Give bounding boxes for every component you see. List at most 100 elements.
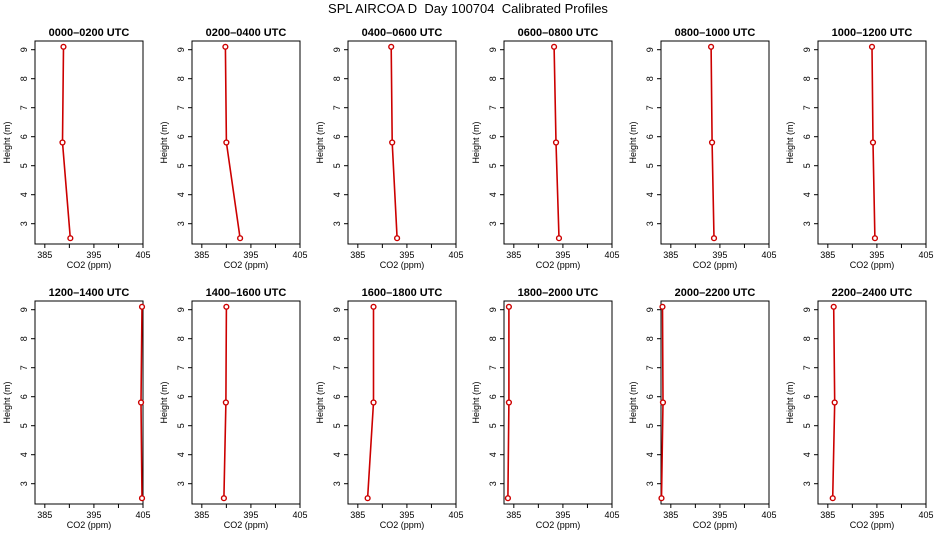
y-tick-label: 3: [488, 221, 498, 226]
y-tick-label: 6: [645, 394, 655, 399]
y-tick-label: 5: [176, 163, 186, 168]
x-tick-label: 395: [243, 250, 258, 260]
y-tick-label: 4: [488, 452, 498, 457]
x-tick-label: 385: [506, 250, 521, 260]
x-tick-label: 395: [555, 510, 570, 520]
y-tick-label: 8: [19, 76, 29, 81]
x-tick-label: 405: [604, 510, 619, 520]
y-axis-label: Height (m): [471, 381, 481, 423]
y-tick-label: 7: [802, 105, 812, 110]
x-tick-label: 385: [506, 510, 521, 520]
profile-panel: 0000–0200 UTC 385 395 405 3 4 5 6 7 8 9 CO2 (ppm) He…: [2, 27, 151, 270]
data-point: [138, 303, 146, 310]
y-tick-label: 7: [802, 365, 812, 370]
x-tick-label: 385: [820, 510, 835, 520]
y-tick-label: 9: [645, 47, 655, 52]
x-tick-label: 405: [292, 510, 307, 520]
y-tick-label: 8: [802, 76, 812, 81]
profile-panel: 0800–1000 UTC 385 395 405 3 4 5 6 7 8 9 CO2 (ppm) He…: [628, 27, 777, 270]
y-tick-label: 8: [176, 336, 186, 341]
y-tick-label: 5: [802, 163, 812, 168]
plot-frame: [660, 300, 770, 505]
panel-title: 0600–0800 UTC: [518, 27, 599, 39]
profile-panel: 2000–2200 UTC 385 395 405 3 4 5 6 7 8 9 CO2 (ppm) He…: [628, 287, 777, 530]
x-axis-label: CO2 (ppm): [67, 520, 112, 530]
x-axis-label: CO2 (ppm): [67, 260, 112, 270]
y-axis-label: Height (m): [159, 381, 169, 423]
y-tick-label: 8: [19, 336, 29, 341]
data-point: [710, 235, 718, 242]
y-tick-label: 8: [802, 336, 812, 341]
y-tick-label: 9: [488, 307, 498, 312]
plot-frame: [347, 300, 457, 505]
y-tick-label: 3: [645, 221, 655, 226]
y-tick-label: 7: [332, 105, 342, 110]
y-tick-label: 5: [19, 163, 29, 168]
y-axis-label: Height (m): [2, 121, 12, 163]
y-tick-label: 3: [645, 481, 655, 486]
x-tick-label: 405: [135, 510, 150, 520]
x-axis-label: CO2 (ppm): [693, 260, 738, 270]
data-point: [707, 43, 715, 50]
panel-title: 1400–1600 UTC: [206, 287, 287, 299]
profile-panel: 0200–0400 UTC 385 395 405 3 4 5 6 7 8 9 CO2 (ppm) He…: [159, 27, 308, 270]
panel-title: 2200–2400 UTC: [832, 287, 913, 299]
data-point: [708, 139, 716, 146]
y-tick-label: 5: [645, 163, 655, 168]
y-tick-label: 9: [332, 307, 342, 312]
y-tick-label: 4: [176, 452, 186, 457]
y-tick-label: 4: [19, 192, 29, 197]
y-tick-label: 3: [802, 481, 812, 486]
data-point: [659, 303, 666, 310]
data-point: [237, 235, 244, 242]
y-tick-label: 6: [645, 134, 655, 139]
y-tick-label: 4: [802, 192, 812, 197]
plot-frame: [34, 300, 144, 505]
x-axis-label: CO2 (ppm): [693, 520, 738, 530]
y-tick-label: 6: [19, 394, 29, 399]
x-axis-label: CO2 (ppm): [380, 260, 425, 270]
y-tick-label: 3: [176, 481, 186, 486]
y-tick-label: 7: [488, 105, 498, 110]
y-axis-label: Height (m): [2, 381, 12, 423]
data-point: [137, 399, 145, 406]
data-point: [552, 139, 560, 146]
x-axis-label: CO2 (ppm): [224, 520, 269, 530]
y-tick-label: 4: [488, 192, 498, 197]
y-tick-label: 9: [332, 47, 342, 52]
profile-panel: 1800–2000 UTC 385 395 405 3 4 5 6 7 8 9 CO2 (ppm) He…: [471, 287, 620, 530]
x-tick-label: 405: [604, 250, 619, 260]
data-point: [831, 399, 838, 406]
y-tick-label: 5: [488, 423, 498, 428]
y-tick-label: 4: [332, 452, 342, 457]
y-axis-label: Height (m): [628, 121, 638, 163]
panel-title: 2000–2200 UTC: [675, 287, 756, 299]
plot-frame: [191, 300, 301, 505]
x-tick-label: 395: [399, 510, 414, 520]
y-tick-label: 7: [645, 105, 655, 110]
data-point: [222, 399, 229, 406]
data-point: [869, 139, 877, 146]
data-point: [871, 235, 879, 242]
y-tick-label: 9: [19, 307, 29, 312]
y-axis-label: Height (m): [785, 381, 795, 423]
y-tick-label: 5: [332, 423, 342, 428]
y-tick-label: 3: [19, 221, 29, 226]
y-tick-label: 4: [802, 452, 812, 457]
y-tick-label: 6: [802, 134, 812, 139]
x-axis-label: CO2 (ppm): [536, 260, 581, 270]
data-point: [59, 139, 66, 146]
data-point: [504, 495, 512, 502]
data-point: [505, 399, 513, 406]
x-tick-label: 405: [918, 510, 933, 520]
data-point: [830, 303, 837, 310]
y-tick-label: 5: [19, 423, 29, 428]
y-tick-label: 8: [332, 336, 342, 341]
x-tick-label: 395: [399, 250, 414, 260]
y-tick-label: 8: [645, 336, 655, 341]
plot-frame: [817, 40, 927, 245]
y-axis-label: Height (m): [315, 381, 325, 423]
y-tick-label: 6: [176, 394, 186, 399]
panel-title: 1600–1800 UTC: [362, 287, 443, 299]
